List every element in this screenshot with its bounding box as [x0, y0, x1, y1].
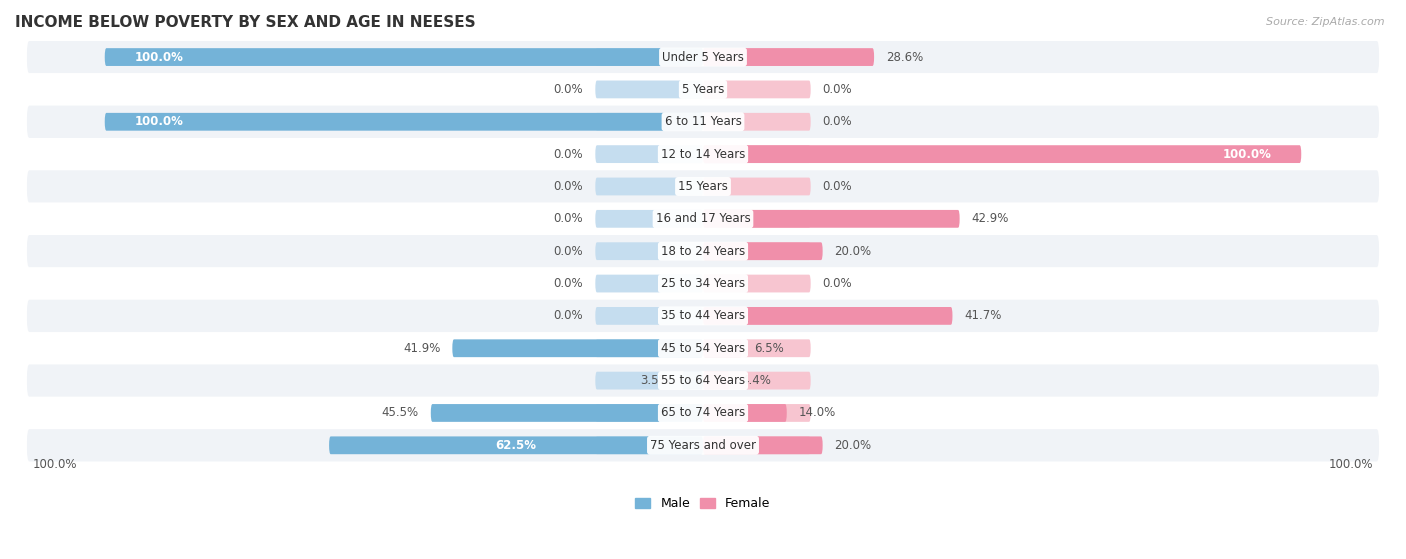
Text: 0.0%: 0.0%: [554, 180, 583, 193]
FancyBboxPatch shape: [703, 437, 811, 454]
FancyBboxPatch shape: [27, 203, 1379, 235]
FancyBboxPatch shape: [703, 48, 875, 66]
Text: 100.0%: 100.0%: [32, 458, 77, 471]
Text: 55 to 64 Years: 55 to 64 Years: [661, 374, 745, 387]
FancyBboxPatch shape: [104, 113, 703, 131]
FancyBboxPatch shape: [595, 80, 703, 98]
Text: 100.0%: 100.0%: [1329, 458, 1374, 471]
FancyBboxPatch shape: [703, 145, 811, 163]
Text: 75 Years and over: 75 Years and over: [650, 439, 756, 452]
FancyBboxPatch shape: [703, 242, 823, 260]
Text: 20.0%: 20.0%: [835, 245, 872, 258]
FancyBboxPatch shape: [595, 48, 703, 66]
FancyBboxPatch shape: [329, 437, 703, 454]
Text: 0.0%: 0.0%: [554, 212, 583, 225]
FancyBboxPatch shape: [595, 210, 703, 228]
FancyBboxPatch shape: [703, 210, 960, 228]
Text: 15 Years: 15 Years: [678, 180, 728, 193]
FancyBboxPatch shape: [27, 397, 1379, 429]
FancyBboxPatch shape: [430, 404, 703, 422]
Text: 0.0%: 0.0%: [823, 115, 852, 128]
Text: Under 5 Years: Under 5 Years: [662, 50, 744, 64]
FancyBboxPatch shape: [703, 178, 811, 196]
FancyBboxPatch shape: [703, 242, 811, 260]
FancyBboxPatch shape: [27, 429, 1379, 462]
FancyBboxPatch shape: [595, 274, 703, 292]
Text: 0.0%: 0.0%: [554, 309, 583, 323]
Text: 0.0%: 0.0%: [554, 83, 583, 96]
Text: 100.0%: 100.0%: [135, 115, 184, 128]
FancyBboxPatch shape: [703, 145, 1302, 163]
FancyBboxPatch shape: [27, 138, 1379, 170]
FancyBboxPatch shape: [703, 404, 787, 422]
Text: 45.5%: 45.5%: [381, 406, 419, 419]
Text: INCOME BELOW POVERTY BY SEX AND AGE IN NEESES: INCOME BELOW POVERTY BY SEX AND AGE IN N…: [15, 15, 475, 30]
Legend: Male, Female: Male, Female: [630, 492, 776, 515]
Text: 42.9%: 42.9%: [972, 212, 1010, 225]
FancyBboxPatch shape: [703, 113, 811, 131]
FancyBboxPatch shape: [104, 48, 703, 66]
FancyBboxPatch shape: [703, 339, 811, 357]
FancyBboxPatch shape: [27, 267, 1379, 300]
Text: 20.0%: 20.0%: [835, 439, 872, 452]
Text: 18 to 24 Years: 18 to 24 Years: [661, 245, 745, 258]
FancyBboxPatch shape: [703, 274, 811, 292]
FancyBboxPatch shape: [703, 339, 742, 357]
Text: 0.0%: 0.0%: [554, 148, 583, 160]
Text: 0.0%: 0.0%: [823, 180, 852, 193]
Text: 0.0%: 0.0%: [823, 83, 852, 96]
FancyBboxPatch shape: [703, 307, 952, 325]
Text: 100.0%: 100.0%: [1222, 148, 1271, 160]
FancyBboxPatch shape: [703, 80, 811, 98]
Text: 4.4%: 4.4%: [741, 374, 770, 387]
FancyBboxPatch shape: [682, 372, 703, 390]
FancyBboxPatch shape: [27, 364, 1379, 397]
FancyBboxPatch shape: [595, 339, 703, 357]
FancyBboxPatch shape: [703, 307, 811, 325]
Text: 41.9%: 41.9%: [404, 342, 440, 355]
FancyBboxPatch shape: [27, 41, 1379, 73]
Text: 0.0%: 0.0%: [554, 245, 583, 258]
FancyBboxPatch shape: [595, 307, 703, 325]
FancyBboxPatch shape: [27, 332, 1379, 364]
FancyBboxPatch shape: [27, 300, 1379, 332]
FancyBboxPatch shape: [703, 48, 811, 66]
Text: 14.0%: 14.0%: [799, 406, 837, 419]
Text: 62.5%: 62.5%: [495, 439, 537, 452]
FancyBboxPatch shape: [595, 372, 703, 390]
Text: 28.6%: 28.6%: [886, 50, 924, 64]
FancyBboxPatch shape: [595, 113, 703, 131]
FancyBboxPatch shape: [703, 210, 811, 228]
FancyBboxPatch shape: [27, 106, 1379, 138]
FancyBboxPatch shape: [703, 372, 811, 390]
Text: 35 to 44 Years: 35 to 44 Years: [661, 309, 745, 323]
FancyBboxPatch shape: [703, 404, 811, 422]
FancyBboxPatch shape: [27, 235, 1379, 267]
FancyBboxPatch shape: [27, 73, 1379, 106]
Text: 65 to 74 Years: 65 to 74 Years: [661, 406, 745, 419]
Text: 0.0%: 0.0%: [554, 277, 583, 290]
Text: 25 to 34 Years: 25 to 34 Years: [661, 277, 745, 290]
Text: 12 to 14 Years: 12 to 14 Years: [661, 148, 745, 160]
FancyBboxPatch shape: [595, 178, 703, 196]
FancyBboxPatch shape: [27, 170, 1379, 203]
Text: Source: ZipAtlas.com: Source: ZipAtlas.com: [1267, 17, 1385, 27]
FancyBboxPatch shape: [595, 242, 703, 260]
Text: 0.0%: 0.0%: [823, 277, 852, 290]
Text: 16 and 17 Years: 16 and 17 Years: [655, 212, 751, 225]
FancyBboxPatch shape: [703, 372, 730, 390]
Text: 6.5%: 6.5%: [754, 342, 783, 355]
FancyBboxPatch shape: [595, 145, 703, 163]
Text: 100.0%: 100.0%: [135, 50, 184, 64]
Text: 3.5%: 3.5%: [641, 374, 671, 387]
Text: 5 Years: 5 Years: [682, 83, 724, 96]
FancyBboxPatch shape: [453, 339, 703, 357]
FancyBboxPatch shape: [703, 437, 823, 454]
FancyBboxPatch shape: [595, 437, 703, 454]
FancyBboxPatch shape: [595, 404, 703, 422]
Text: 45 to 54 Years: 45 to 54 Years: [661, 342, 745, 355]
Text: 6 to 11 Years: 6 to 11 Years: [665, 115, 741, 128]
Text: 41.7%: 41.7%: [965, 309, 1002, 323]
